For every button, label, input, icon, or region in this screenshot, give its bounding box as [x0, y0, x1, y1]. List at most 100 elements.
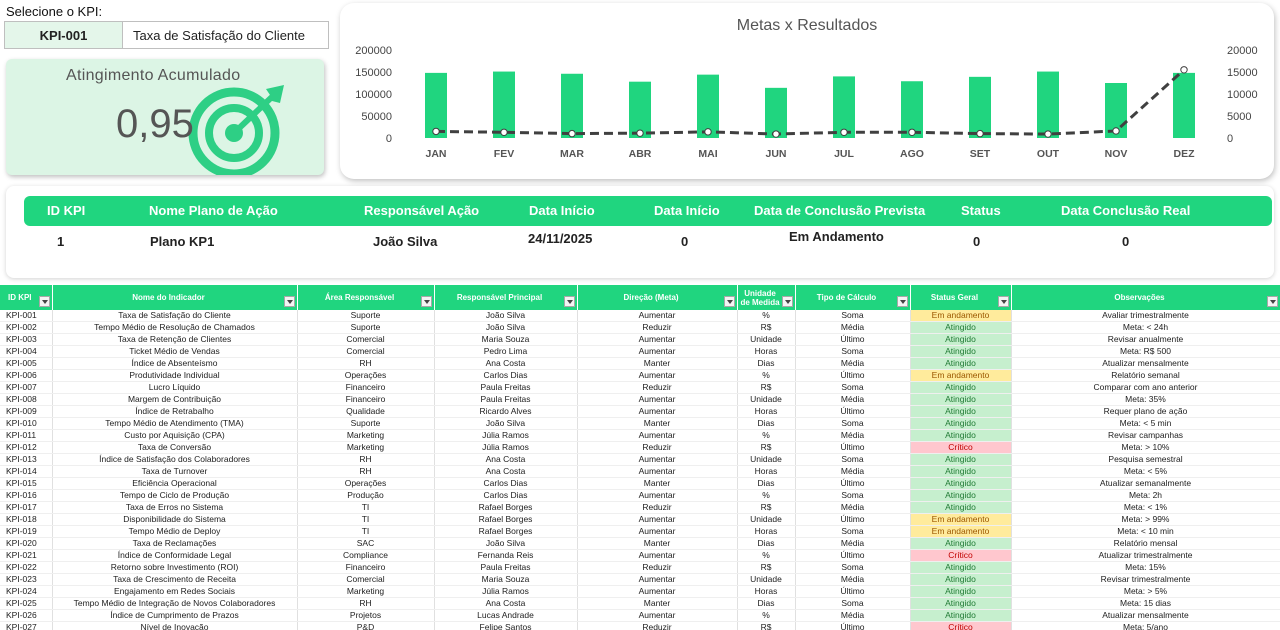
filter-dropdown-icon[interactable] — [896, 296, 908, 307]
table-cell: TI — [297, 525, 435, 539]
table-row: KPI-016 Tempo de Ciclo de Produção Produçã… — [0, 489, 1280, 503]
table-cell: Unidade — [737, 573, 796, 587]
table-cell: KPI-018 — [0, 513, 53, 527]
table-cell: Júlia Ramos — [434, 585, 578, 599]
table-cell: Projetos — [297, 609, 435, 623]
table-cell: Dias — [737, 537, 796, 551]
status-badge: Em andamento — [910, 310, 1012, 323]
y-right-tick-label: 10000 — [1227, 89, 1258, 101]
table-cell: Meta: 15% — [1011, 561, 1280, 575]
table-cell: KPI-008 — [0, 393, 53, 407]
table-column-header: Observações — [1011, 285, 1280, 310]
table-cell: Pedro Lima — [434, 345, 578, 359]
line-point — [568, 129, 576, 138]
bar-mark — [833, 76, 855, 138]
table-column-header: Responsável Principal — [434, 285, 578, 310]
table-row: KPI-004 Ticket Médio de Vendas Comercial Pe… — [0, 345, 1280, 359]
y-left-tick-label: 200000 — [355, 45, 392, 57]
table-cell: Margem de Contribuição — [52, 393, 298, 407]
table-row: KPI-008 Margem de Contribuição Financeiro P… — [0, 393, 1280, 407]
table-cell: Média — [795, 501, 911, 515]
table-cell: Soma — [795, 345, 911, 359]
filter-dropdown-icon[interactable] — [563, 296, 575, 307]
table-cell: Horas — [737, 585, 796, 599]
table-cell: Carlos Dias — [434, 369, 578, 383]
filter-dropdown-icon[interactable] — [723, 296, 735, 307]
status-badge: Atingido — [910, 465, 1012, 479]
filter-dropdown-icon[interactable] — [283, 296, 295, 307]
chart-card: Metas x Resultados 200000 150000 100000 500… — [340, 3, 1274, 179]
table-cell: Paula Freitas — [434, 561, 578, 575]
table-cell: Aumentar — [577, 453, 738, 467]
table-cell: Média — [795, 609, 911, 623]
y-right-tick-label: 20000 — [1227, 45, 1258, 57]
table-cell: Maria Souza — [434, 573, 578, 587]
table-cell: Aumentar — [577, 333, 738, 347]
kpi-code-cell[interactable]: KPI-001 — [5, 22, 123, 48]
table-row: KPI-002 Tempo Médio de Resolução de Chama… — [0, 321, 1280, 335]
table-cell: Tempo Médio de Atendimento (TMA) — [52, 417, 298, 431]
status-badge: Em andamento — [910, 369, 1012, 383]
table-cell: Aumentar — [577, 549, 738, 563]
filter-dropdown-icon[interactable] — [1266, 296, 1278, 307]
x-tick-label: MAI — [698, 148, 717, 160]
table-cell: Disponibilidade do Sistema — [52, 513, 298, 527]
table-cell: Soma — [795, 310, 911, 323]
status-badge: Atingido — [910, 429, 1012, 443]
table-cell: Tempo Médio de Deploy — [52, 525, 298, 539]
table-cell: KPI-006 — [0, 369, 53, 383]
table-cell: TI — [297, 501, 435, 515]
line-point — [976, 129, 984, 138]
table-cell: Meta: < 10 min — [1011, 525, 1280, 539]
table-cell: Soma — [795, 453, 911, 467]
table-cell: Meta: 15 dias — [1011, 597, 1280, 611]
table-column-header: Área Responsável — [297, 285, 435, 310]
filter-dropdown-icon[interactable] — [781, 296, 793, 307]
filter-dropdown-icon[interactable] — [38, 296, 50, 307]
table-cell: KPI-012 — [0, 441, 53, 455]
bar-mark — [1037, 71, 1059, 138]
table-cell: Rafael Borges — [434, 513, 578, 527]
table-cell: Média — [795, 537, 911, 551]
filter-dropdown-icon[interactable] — [997, 296, 1009, 307]
table-cell: KPI-017 — [0, 501, 53, 515]
table-cell: Lucas Andrade — [434, 609, 578, 623]
table-cell: Horas — [737, 405, 796, 419]
table-column-header: Nome do Indicador — [52, 285, 298, 310]
action-plan-header-cell: Nome Plano de Ação — [149, 203, 278, 218]
table-cell: Marketing — [297, 429, 435, 443]
kpi-selector[interactable]: KPI-001 Taxa de Satisfação do Cliente — [4, 21, 329, 49]
table-cell: KPI-027 — [0, 621, 53, 630]
table-cell: Reduzir — [577, 621, 738, 630]
table-cell: KPI-007 — [0, 381, 53, 395]
table-cell: R$ — [737, 501, 796, 515]
column-header-label: Responsável Principal — [456, 293, 543, 302]
table-cell: Taxa de Retenção de Clientes — [52, 333, 298, 347]
table-cell: Ticket Médio de Vendas — [52, 345, 298, 359]
line-point — [1112, 127, 1120, 135]
table-cell: Aumentar — [577, 405, 738, 419]
table-cell: Comercial — [297, 573, 435, 587]
table-cell: Retorno sobre Investimento (ROI) — [52, 561, 298, 575]
table-cell: Tempo de Ciclo de Produção — [52, 489, 298, 503]
table-cell: Horas — [737, 525, 796, 539]
table-cell: R$ — [737, 621, 796, 630]
table-cell: Revisar trimestralmente — [1011, 573, 1280, 587]
x-tick-label: SET — [970, 148, 991, 160]
status-badge: Atingido — [910, 321, 1012, 335]
table-cell: Dias — [737, 597, 796, 611]
table-cell: Meta: > 10% — [1011, 441, 1280, 455]
table-cell: P&D — [297, 621, 435, 630]
table-cell: Manter — [577, 597, 738, 611]
table-cell: Unidade — [737, 393, 796, 407]
table-cell: Marketing — [297, 441, 435, 455]
table-row: KPI-019 Tempo Médio de Deploy TI Rafael Bor… — [0, 525, 1280, 539]
table-cell: Meta: < 5 min — [1011, 417, 1280, 431]
bar-mark — [425, 72, 447, 138]
table-cell: Revisar campanhas — [1011, 429, 1280, 443]
filter-dropdown-icon[interactable] — [420, 296, 432, 307]
table-cell: Ana Costa — [434, 597, 578, 611]
table-cell: Índice de Conformidade Legal — [52, 549, 298, 563]
table-cell: Último — [795, 585, 911, 599]
table-cell: KPI-025 — [0, 597, 53, 611]
